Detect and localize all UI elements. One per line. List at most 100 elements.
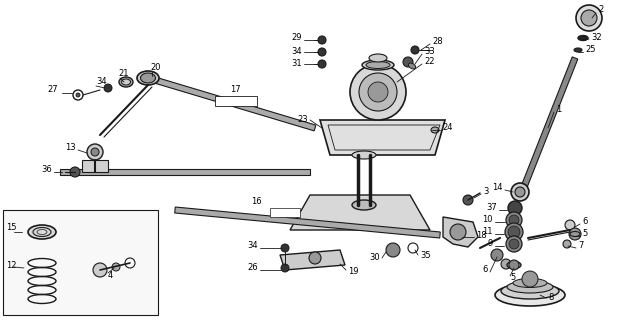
Ellipse shape <box>507 281 553 293</box>
Ellipse shape <box>362 60 394 70</box>
Ellipse shape <box>507 261 521 268</box>
Circle shape <box>281 264 289 272</box>
Text: 11: 11 <box>482 228 493 236</box>
Circle shape <box>93 263 107 277</box>
Polygon shape <box>520 57 578 193</box>
Text: 32: 32 <box>591 33 602 42</box>
Circle shape <box>565 220 575 230</box>
Text: 17: 17 <box>230 85 241 94</box>
Text: 18: 18 <box>476 230 487 239</box>
Text: 27: 27 <box>47 85 58 94</box>
Circle shape <box>87 144 103 160</box>
Text: 1: 1 <box>556 106 561 115</box>
Bar <box>215 96 257 106</box>
Polygon shape <box>320 120 445 155</box>
Text: 28: 28 <box>432 37 442 46</box>
Circle shape <box>403 57 413 67</box>
Circle shape <box>511 183 529 201</box>
Text: 36: 36 <box>41 165 52 174</box>
Text: 5: 5 <box>582 229 587 238</box>
Circle shape <box>318 60 326 68</box>
Circle shape <box>505 223 523 241</box>
Polygon shape <box>280 250 345 270</box>
Text: 29: 29 <box>291 34 302 43</box>
Ellipse shape <box>28 225 56 239</box>
Circle shape <box>318 36 326 44</box>
Circle shape <box>522 271 538 287</box>
Ellipse shape <box>369 54 387 62</box>
Bar <box>270 208 300 217</box>
Circle shape <box>463 195 473 205</box>
Polygon shape <box>174 207 441 238</box>
Circle shape <box>359 73 397 111</box>
Circle shape <box>509 239 519 249</box>
Circle shape <box>281 244 289 252</box>
Circle shape <box>576 5 602 31</box>
Text: 9: 9 <box>488 239 493 249</box>
Text: 6: 6 <box>582 218 587 227</box>
Circle shape <box>506 236 522 252</box>
Circle shape <box>569 228 581 240</box>
Text: 16: 16 <box>252 197 262 206</box>
Ellipse shape <box>574 48 582 52</box>
Circle shape <box>104 84 112 92</box>
Circle shape <box>411 46 419 54</box>
Text: 13: 13 <box>65 143 76 153</box>
Text: 35: 35 <box>420 251 430 260</box>
Circle shape <box>91 148 99 156</box>
Text: 10: 10 <box>482 215 493 225</box>
Text: 25: 25 <box>585 45 595 54</box>
Ellipse shape <box>352 200 376 210</box>
Text: 20: 20 <box>150 63 161 73</box>
Circle shape <box>501 259 511 269</box>
Circle shape <box>509 260 519 270</box>
Ellipse shape <box>578 36 588 41</box>
Text: 12: 12 <box>6 260 16 269</box>
Circle shape <box>70 167 80 177</box>
Ellipse shape <box>431 127 439 133</box>
Circle shape <box>508 226 520 238</box>
Circle shape <box>112 263 120 271</box>
Ellipse shape <box>408 63 416 69</box>
Text: 21: 21 <box>118 69 128 78</box>
Circle shape <box>581 10 597 26</box>
Text: 24: 24 <box>442 124 453 132</box>
Text: 6: 6 <box>483 266 488 275</box>
Polygon shape <box>147 75 316 131</box>
Text: 30: 30 <box>369 253 380 262</box>
Circle shape <box>386 243 400 257</box>
Text: 19: 19 <box>348 268 358 276</box>
Text: 3: 3 <box>483 188 489 196</box>
Ellipse shape <box>140 73 155 83</box>
Circle shape <box>563 240 571 248</box>
Ellipse shape <box>501 283 559 299</box>
Ellipse shape <box>366 61 390 68</box>
Bar <box>3 210 158 315</box>
Ellipse shape <box>352 151 376 159</box>
Text: 34: 34 <box>96 77 107 86</box>
Circle shape <box>76 93 80 97</box>
Text: 22: 22 <box>424 58 435 67</box>
Ellipse shape <box>513 278 547 287</box>
Text: 7: 7 <box>578 242 583 251</box>
Text: 26: 26 <box>247 263 258 273</box>
Circle shape <box>309 252 321 264</box>
Ellipse shape <box>137 71 159 85</box>
Text: 5: 5 <box>510 274 515 283</box>
Circle shape <box>368 82 388 102</box>
Ellipse shape <box>121 79 130 85</box>
Text: 14: 14 <box>492 183 503 193</box>
Text: 34: 34 <box>291 47 302 57</box>
Circle shape <box>508 201 522 215</box>
Bar <box>82 160 108 172</box>
Circle shape <box>509 215 519 225</box>
Text: 15: 15 <box>6 223 16 233</box>
Text: 23: 23 <box>298 116 308 124</box>
Polygon shape <box>290 195 430 230</box>
Text: 37: 37 <box>486 204 497 212</box>
Circle shape <box>318 48 326 56</box>
Circle shape <box>450 224 466 240</box>
Text: 34: 34 <box>247 242 258 251</box>
Text: 33: 33 <box>424 47 435 57</box>
Circle shape <box>350 64 406 120</box>
